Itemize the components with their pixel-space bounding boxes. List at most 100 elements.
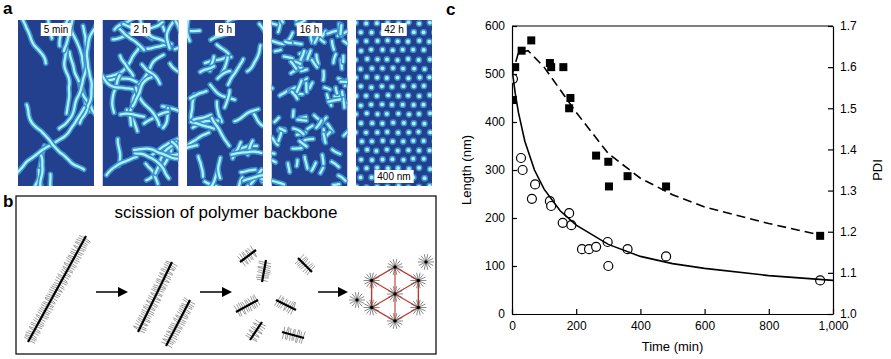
cylinder: [333, 54, 335, 63]
micelle: [412, 84, 416, 88]
side-chain: [419, 282, 420, 288]
tick-mark: [769, 309, 770, 314]
cylinder-halo: [272, 83, 273, 88]
cylinder: [339, 25, 342, 34]
micelle-end-view: [410, 300, 426, 316]
cylinder-halo: [200, 66, 214, 72]
micelle-halo: [405, 56, 412, 63]
tick-label: 200: [567, 319, 587, 333]
time-label: 16 h: [300, 24, 319, 35]
cylinder-halo: [50, 174, 94, 186]
tick-label: 400: [631, 319, 651, 333]
cylinder: [112, 75, 120, 113]
tick-label: 1.0: [840, 307, 857, 321]
cylinder: [293, 128, 303, 134]
cylinder: [103, 75, 136, 90]
micelle-halo: [432, 83, 433, 90]
micelle: [407, 186, 411, 187]
micelle-halo: [390, 65, 397, 72]
cylinder: [107, 48, 139, 77]
side-chain: [418, 262, 425, 263]
bottlebrush: [274, 295, 296, 314]
cylinder: [291, 62, 296, 69]
cylinder-halo: [293, 43, 302, 44]
tick-mark: [828, 273, 833, 274]
afm-image: 42 h400 nm: [341, 19, 449, 200]
micelle-halo: [356, 74, 359, 81]
tick-label: 500: [485, 67, 505, 81]
cylinder: [175, 46, 179, 49]
tick: 300: [485, 163, 517, 177]
micelle-halo: [416, 184, 423, 186]
micelle: [359, 30, 363, 34]
cylinder: [322, 155, 323, 164]
cylinder: [27, 105, 84, 170]
tick: 1.4: [828, 143, 857, 157]
cylinder: [120, 56, 133, 76]
cylinder: [241, 170, 256, 173]
side-chain: [364, 281, 370, 284]
core: [370, 306, 374, 310]
data-point: [559, 63, 567, 71]
tick: 1.6: [828, 60, 857, 74]
cylinder: [134, 149, 177, 159]
cylinder: [273, 181, 284, 185]
time-label-box: 42 h: [381, 23, 406, 36]
cylinder-halo: [275, 118, 279, 122]
cylinder-halo: [280, 128, 285, 131]
cylinder: [307, 126, 312, 129]
micelle-halo: [420, 155, 427, 162]
cylinder-halo: [27, 105, 84, 170]
cylinder-halo: [170, 63, 179, 90]
x-axis-title: Time (min): [642, 339, 704, 354]
micelle-halo: [356, 129, 359, 136]
time-label-box: 5 min: [41, 23, 71, 36]
micelle-halo: [368, 174, 375, 181]
micelle: [411, 157, 415, 161]
axis-line: [513, 314, 834, 315]
axis-line: [833, 27, 834, 315]
micelle-halo: [426, 20, 432, 26]
cylinder: [218, 158, 220, 178]
cylinder-halo: [322, 155, 323, 164]
micelle-halo: [426, 92, 432, 99]
micelle: [356, 148, 358, 152]
tick-label: 1.3: [840, 184, 857, 198]
micelle: [407, 148, 411, 152]
cylinder: [315, 37, 318, 42]
cylinder: [304, 139, 313, 140]
side-chain: [428, 262, 435, 263]
micelle: [422, 30, 426, 34]
micelle-halo: [389, 138, 396, 145]
micelle: [417, 149, 421, 153]
backbone: [240, 250, 256, 262]
cylinder: [217, 71, 230, 79]
micelle: [396, 112, 400, 116]
micelle-halo: [431, 29, 432, 36]
side-chain: [419, 263, 425, 266]
cylinder-halo: [134, 149, 177, 159]
side-chain: [358, 297, 364, 300]
micelle: [423, 122, 427, 126]
cylinder-halo: [292, 145, 301, 151]
micelle: [375, 94, 379, 98]
cylinder-halo: [241, 170, 256, 173]
bottlebrush: [295, 254, 315, 275]
tick: 400: [631, 309, 651, 333]
tick-label: 300: [485, 163, 505, 177]
micelle: [375, 21, 379, 25]
micelle: [375, 166, 379, 170]
micelle-halo: [394, 38, 401, 45]
cylinder: [292, 111, 295, 117]
micelle-halo: [410, 101, 417, 108]
bottlebrush: [161, 297, 194, 348]
backbone: [166, 300, 190, 346]
cylinder: [312, 163, 316, 171]
micelle-halo: [431, 138, 432, 145]
label-background: [41, 23, 71, 36]
cylinder: [328, 99, 340, 101]
tick-mark: [828, 108, 833, 109]
side-chain: [387, 321, 394, 322]
micelle-halo: [357, 66, 364, 73]
core: [417, 306, 421, 310]
